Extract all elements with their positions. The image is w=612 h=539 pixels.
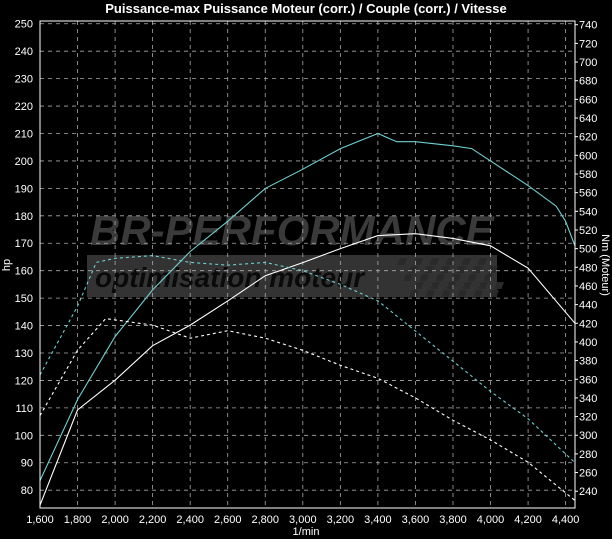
y2-tick-label: 640 [579,113,597,125]
checker-square [494,282,504,289]
watermark-logo: BR-PERFORMANCE optimisation moteur [87,207,504,297]
y2-tick-label: 560 [579,188,597,200]
checker-square [472,266,482,273]
plot-frame [39,20,576,509]
y-tick-label: 110 [15,403,33,415]
x-tick-label: 1,600 [26,514,54,526]
y2-tick-label: 420 [579,318,597,330]
y2-tick-label: 240 [579,486,597,498]
checker-square [409,290,419,297]
y2-tick-label: 580 [579,169,597,181]
checker-square [446,282,456,289]
checker-square [441,290,451,297]
checker-square [419,274,429,281]
x-tick-label: 3,800 [439,514,467,526]
y-tick-label: 190 [15,183,33,195]
y-axis-label: hp [1,259,13,271]
power-curve-solid [39,132,576,481]
y-tick-label: 240 [15,46,33,58]
checkered-flag-icon [397,258,504,297]
checker-square [489,290,499,297]
y2-tick-label: 500 [579,244,597,256]
checker-square [461,258,471,265]
checker-square [456,266,466,273]
y2-tick-label: 520 [579,225,597,237]
checker-square [467,274,477,281]
y2-tick-label: 320 [579,412,597,424]
checker-square [477,258,487,265]
checker-square [435,274,445,281]
checker-square [473,290,483,297]
x-tick-label: 2,200 [139,514,167,526]
y2-tick-label: 700 [579,57,597,69]
y-tick-label: 90 [21,458,33,470]
checker-square [440,266,450,273]
x-tick-label: 2,000 [101,514,129,526]
y2-tick-label: 540 [579,206,597,218]
checker-square [457,290,467,297]
x-tick-label: 3,000 [289,514,317,526]
checker-square [424,266,434,273]
x-tick-label: 4,200 [514,514,542,526]
y-tick-label: 160 [15,266,33,278]
y2-tick-label: 440 [579,300,597,312]
y2-tick-label: 300 [579,430,597,442]
watermark-brand: BR-PERFORMANCE [90,207,496,254]
y2-tick-label: 260 [579,468,597,480]
y-tick-label: 140 [15,321,33,333]
y2-tick-label: 380 [579,356,597,368]
y2-tick-label: 360 [579,374,597,386]
x-axis-label: 1/min [293,526,320,538]
checker-square [429,258,439,265]
y2-tick-label: 400 [579,337,597,349]
x-tick-label: 3,600 [402,514,430,526]
x-tick-label: 2,600 [214,514,242,526]
checker-square [403,274,413,281]
y-tick-label: 100 [15,430,33,442]
watermark-tagline: optimisation moteur [95,262,366,293]
y2-tick-label: 480 [579,262,597,274]
power-curve-dashed [39,255,576,464]
y-tick-label: 150 [15,293,33,305]
y-tick-label: 170 [15,238,33,250]
chart-title: Puissance-max Puissance Moteur (corr.) /… [105,1,506,16]
y2-tick-label: 600 [579,150,597,162]
y-tick-label: 120 [15,375,33,387]
y2-tick-label: 660 [579,94,597,106]
y2-tick-label: 680 [579,76,597,88]
y-tick-label: 180 [15,211,33,223]
x-tick-label: 1,800 [64,514,92,526]
y2-tick-label: 280 [579,449,597,461]
x-tick-label: 4,400 [552,514,580,526]
x-tick-label: 4,000 [477,514,505,526]
checker-square [451,274,461,281]
y-tick-label: 130 [15,348,33,360]
checker-square [425,290,435,297]
y2-tick-label: 460 [579,281,597,293]
checker-square [413,258,423,265]
x-tick-label: 3,200 [327,514,355,526]
y2-tick-label: 740 [579,20,597,32]
x-tick-label: 2,400 [176,514,204,526]
torque-curve-solid [39,233,576,506]
torque-curve-dashed [39,318,576,501]
y2-tick-label: 620 [579,132,597,144]
x-tick-label: 3,400 [364,514,392,526]
y-tick-label: 250 [15,19,33,31]
y2-tick-label: 720 [579,38,597,50]
checker-square [478,282,488,289]
checker-square [414,282,424,289]
checker-square [430,282,440,289]
y-tick-label: 200 [15,156,33,168]
y-tick-label: 230 [15,74,33,86]
y2-tick-label: 340 [579,393,597,405]
y-tick-label: 80 [21,485,33,497]
y-tick-label: 220 [15,101,33,113]
y2-axis-label: Nm (Moteur) [599,234,611,296]
x-tick-label: 2,800 [251,514,279,526]
checker-square [397,258,407,265]
checker-square [462,282,472,289]
y-tick-label: 210 [15,128,33,140]
